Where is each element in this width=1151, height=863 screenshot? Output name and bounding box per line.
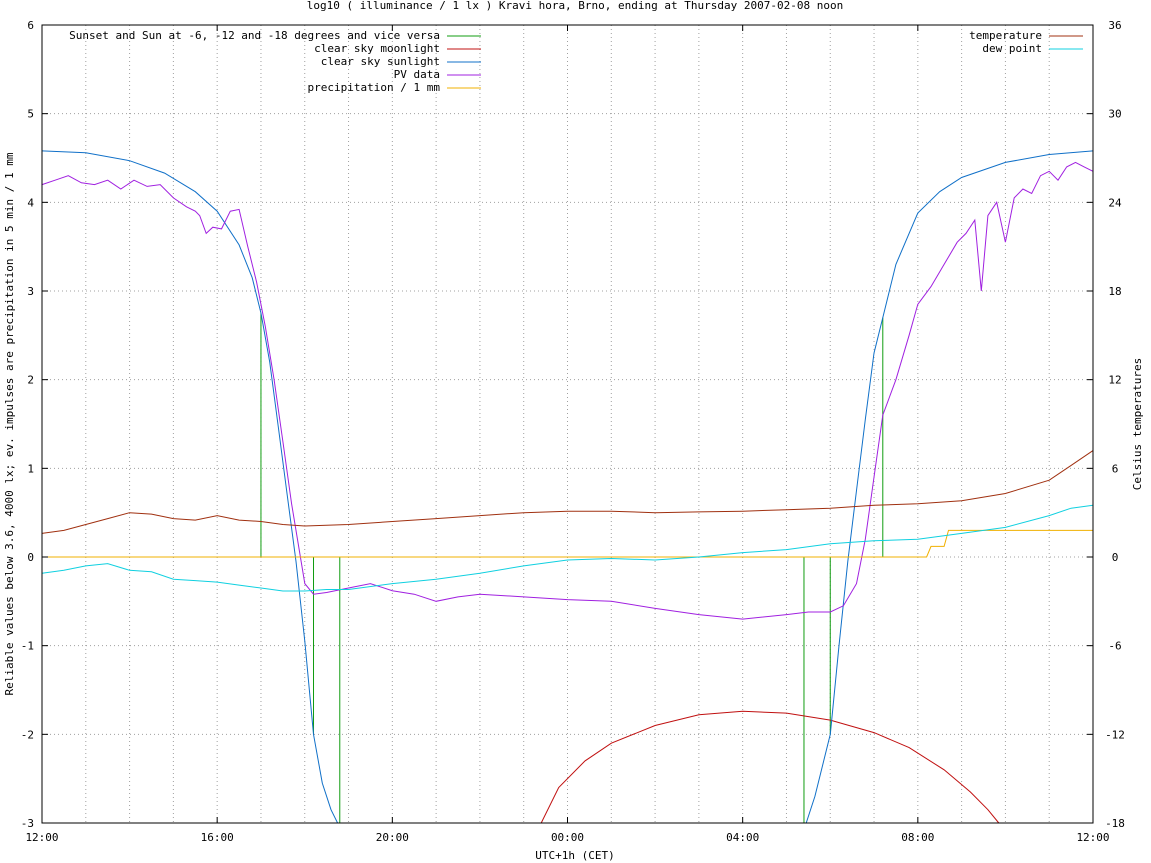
x-tick-label: 12:00 <box>25 831 58 844</box>
series-clear-sky-moonlight <box>540 710 1000 824</box>
axis-ticks: 12:00 16:00 20:00 00:00 04:00 08:00 12:00-3-2-… <box>21 19 1125 844</box>
y2-axis-label: Celsius temperatures <box>1131 358 1144 490</box>
legend: Sunset and Sun at -6, -12 and -18 degree… <box>69 29 1083 94</box>
legend-label: temperature <box>969 29 1042 42</box>
y-tick-label: -3 <box>21 817 34 830</box>
legend-label: clear sky moonlight <box>314 42 440 55</box>
y-tick-label: 2 <box>27 374 34 387</box>
y2-tick-label: -12 <box>1105 728 1125 741</box>
x-tick-label: 16:00 <box>201 831 234 844</box>
grid-lines <box>42 25 1093 823</box>
y-tick-label: -2 <box>21 728 34 741</box>
y-tick-label: -1 <box>21 640 34 653</box>
legend-label: dew point <box>982 42 1042 55</box>
y-tick-label: 1 <box>27 462 34 475</box>
y-tick-label: 3 <box>27 285 34 298</box>
legend-label: Sunset and Sun at -6, -12 and -18 degree… <box>69 29 440 42</box>
legend-label: precipitation / 1 mm <box>308 81 441 94</box>
y2-tick-label: 24 <box>1108 196 1122 209</box>
x-axis-label: UTC+1h (CET) <box>535 849 614 862</box>
y-tick-label: 0 <box>27 551 34 564</box>
x-tick-label: 12:00 <box>1076 831 1109 844</box>
legend-label: PV data <box>394 68 440 81</box>
y-tick-label: 6 <box>27 19 34 32</box>
y2-tick-label: 0 <box>1112 551 1119 564</box>
y2-tick-label: -6 <box>1108 640 1121 653</box>
series-pv-data <box>41 161 1094 620</box>
x-tick-label: 00:00 <box>551 831 584 844</box>
y2-tick-label: 30 <box>1108 108 1121 121</box>
y2-tick-label: 6 <box>1112 462 1119 475</box>
series-temperature <box>41 450 1094 534</box>
y-axis-label: Reliable values below 3.6, 4000 lx; ev. … <box>3 152 16 695</box>
x-tick-label: 04:00 <box>726 831 759 844</box>
y2-tick-label: 12 <box>1108 374 1121 387</box>
y2-tick-label: 18 <box>1108 285 1121 298</box>
x-tick-label: 08:00 <box>901 831 934 844</box>
series-precipitation-1-mm <box>42 529 1093 558</box>
y-tick-label: 4 <box>27 196 34 209</box>
y2-tick-label: 36 <box>1108 19 1121 32</box>
series-dew-point <box>41 504 1094 592</box>
chart-title: log10 ( illuminance / 1 lx ) Kravi hora,… <box>307 0 843 12</box>
x-tick-label: 20:00 <box>376 831 409 844</box>
y2-tick-label: -18 <box>1105 817 1125 830</box>
legend-label: clear sky sunlight <box>321 55 440 68</box>
y-tick-label: 5 <box>27 108 34 121</box>
